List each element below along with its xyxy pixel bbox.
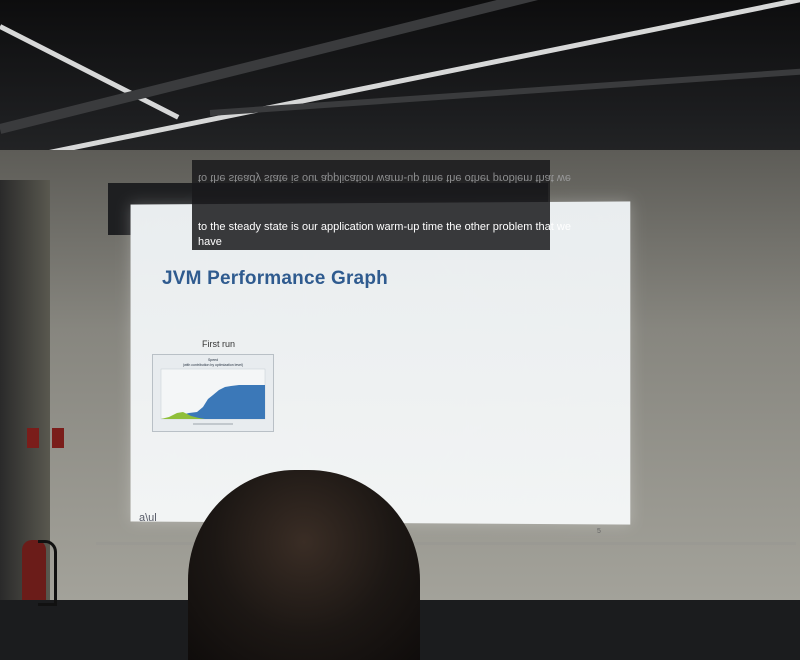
wall-light — [96, 542, 796, 545]
speed-area — [161, 385, 265, 419]
extinguisher-hose — [38, 540, 57, 606]
wall-sign — [27, 428, 39, 448]
green-band — [161, 412, 205, 419]
caption-line-2: have — [198, 236, 222, 248]
wall-left — [0, 180, 50, 600]
chart-title: Speed — [207, 358, 219, 362]
wall-sign — [52, 428, 64, 448]
chart-subtitle: (with contribution by optimization level… — [182, 363, 244, 367]
performance-chart-image: Speed (with contribution by optimization… — [152, 354, 274, 432]
chart-graphic — [160, 368, 266, 425]
caption-mirrored-text: to the steady state is our application w… — [198, 172, 571, 184]
slide-page-number: 5 — [597, 528, 601, 535]
slide-title: JVM Performance Graph — [162, 268, 388, 289]
presenter-logo: a\ul — [139, 512, 157, 524]
first-run-label: First run — [202, 339, 236, 349]
caption-background — [192, 160, 550, 250]
caption-line-1: to the steady state is our application w… — [198, 221, 571, 233]
